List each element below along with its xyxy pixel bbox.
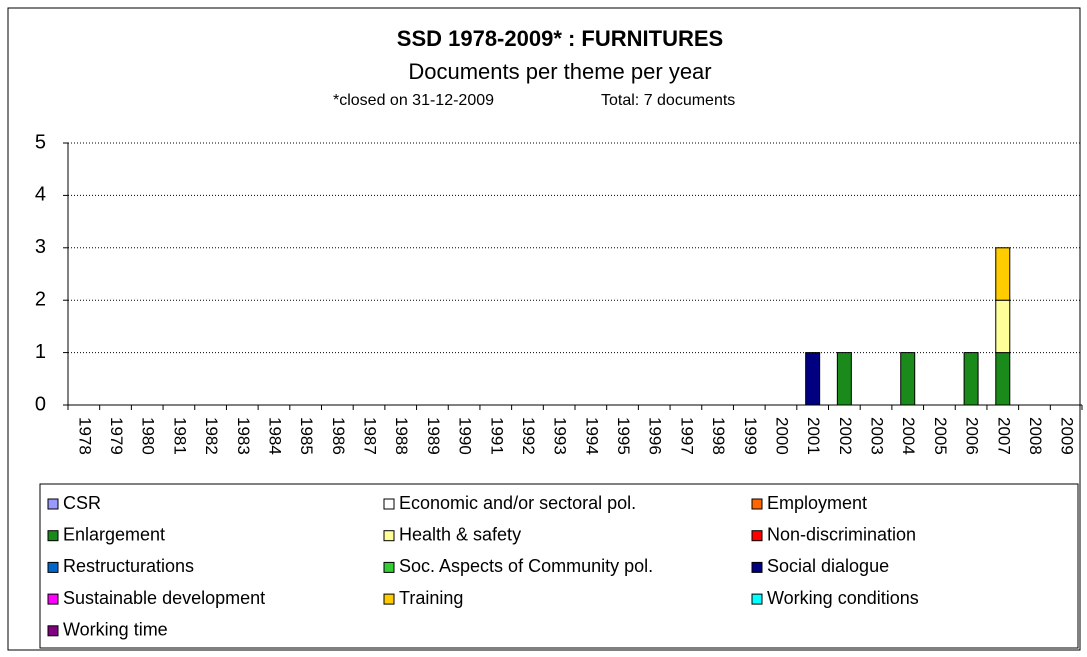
x-tick-label: 1985 <box>297 417 316 455</box>
legend-swatch <box>751 561 763 573</box>
x-tick-label: 1993 <box>551 417 570 455</box>
bar-segment <box>805 352 821 406</box>
x-tick-label: 2006 <box>963 417 982 455</box>
legend-label: Economic and/or sectoral pol. <box>399 493 636 513</box>
x-tick-label: 1999 <box>741 417 760 455</box>
legend-swatch <box>47 530 59 542</box>
bar-segment <box>995 247 1011 301</box>
x-tick-label: 1984 <box>265 417 284 455</box>
y-tick-label: 3 <box>35 236 46 258</box>
y-tick-label: 1 <box>35 341 46 363</box>
x-tick-label: 1981 <box>170 417 189 455</box>
bar-segment <box>836 352 852 406</box>
legend-swatch <box>47 593 59 605</box>
y-tick-label: 0 <box>35 393 46 415</box>
x-tick-label: 2001 <box>804 417 823 455</box>
x-tick-label: 2007 <box>994 417 1013 455</box>
legend-swatch <box>383 593 395 605</box>
legend-box <box>39 483 1079 649</box>
x-tick-label: 1986 <box>329 417 348 455</box>
x-tick-label: 1994 <box>582 417 601 455</box>
legend-swatch <box>751 530 763 542</box>
total: Total: 7 documents <box>601 92 735 109</box>
legend-label: Restructurations <box>63 556 194 576</box>
chart-title: SSD 1978-2009* : FURNITURES <box>397 26 723 51</box>
x-tick-label: 2000 <box>772 417 791 455</box>
x-tick-label: 2003 <box>868 417 887 455</box>
legend-swatch <box>383 561 395 573</box>
legend-swatch <box>47 498 59 510</box>
bar-segment <box>995 299 1011 354</box>
legend-label: CSR <box>63 493 101 513</box>
x-tick-label: 1992 <box>519 417 538 455</box>
x-tick-label: 2004 <box>899 417 918 455</box>
legend-swatch <box>47 625 59 637</box>
legend-label: Health & safety <box>399 524 521 544</box>
legend-label: Employment <box>767 493 867 513</box>
legend-swatch <box>383 530 395 542</box>
chart-subtitle: Documents per theme per year <box>408 59 711 84</box>
x-tick-label: 1991 <box>487 417 506 455</box>
x-tick-label: 1978 <box>75 417 94 455</box>
legend-swatch <box>383 498 395 510</box>
x-tick-label: 1980 <box>139 417 158 455</box>
legend-label: Training <box>399 588 463 608</box>
y-tick-label: 5 <box>35 131 46 153</box>
bar-segment <box>963 352 979 406</box>
legend-label: Working conditions <box>767 588 919 608</box>
x-tick-label: 1990 <box>456 417 475 455</box>
legend-swatch <box>751 593 763 605</box>
x-tick-label: 2002 <box>836 417 855 455</box>
x-tick-label: 1979 <box>107 417 126 455</box>
legend-label: Working time <box>63 620 168 640</box>
x-tick-label: 2005 <box>931 417 950 455</box>
x-tick-label: 2009 <box>1058 417 1077 455</box>
legend-label: Soc. Aspects of Community pol. <box>399 556 653 576</box>
legend-label: Social dialogue <box>767 556 889 576</box>
x-tick-label: 1996 <box>646 417 665 455</box>
y-tick-label: 4 <box>35 184 46 206</box>
legend-swatch <box>47 561 59 573</box>
x-tick-label: 1998 <box>709 417 728 455</box>
legend-label: Non-discrimination <box>767 524 916 544</box>
x-tick-label: 1983 <box>234 417 253 455</box>
legend-label: Enlargement <box>63 524 165 544</box>
bar-segment <box>995 352 1011 406</box>
legend-swatch <box>751 498 763 510</box>
note: *closed on 31-12-2009 <box>333 92 494 109</box>
x-tick-label: 1995 <box>614 417 633 455</box>
y-tick-label: 2 <box>35 288 46 310</box>
x-tick-label: 1987 <box>361 417 380 455</box>
x-tick-label: 1988 <box>392 417 411 455</box>
bar-segment <box>900 352 916 406</box>
x-tick-label: 2008 <box>1026 417 1045 455</box>
x-tick-label: 1982 <box>202 417 221 455</box>
x-tick-label: 1997 <box>677 417 696 455</box>
x-tick-label: 1989 <box>424 417 443 455</box>
legend-label: Sustainable development <box>63 588 265 608</box>
